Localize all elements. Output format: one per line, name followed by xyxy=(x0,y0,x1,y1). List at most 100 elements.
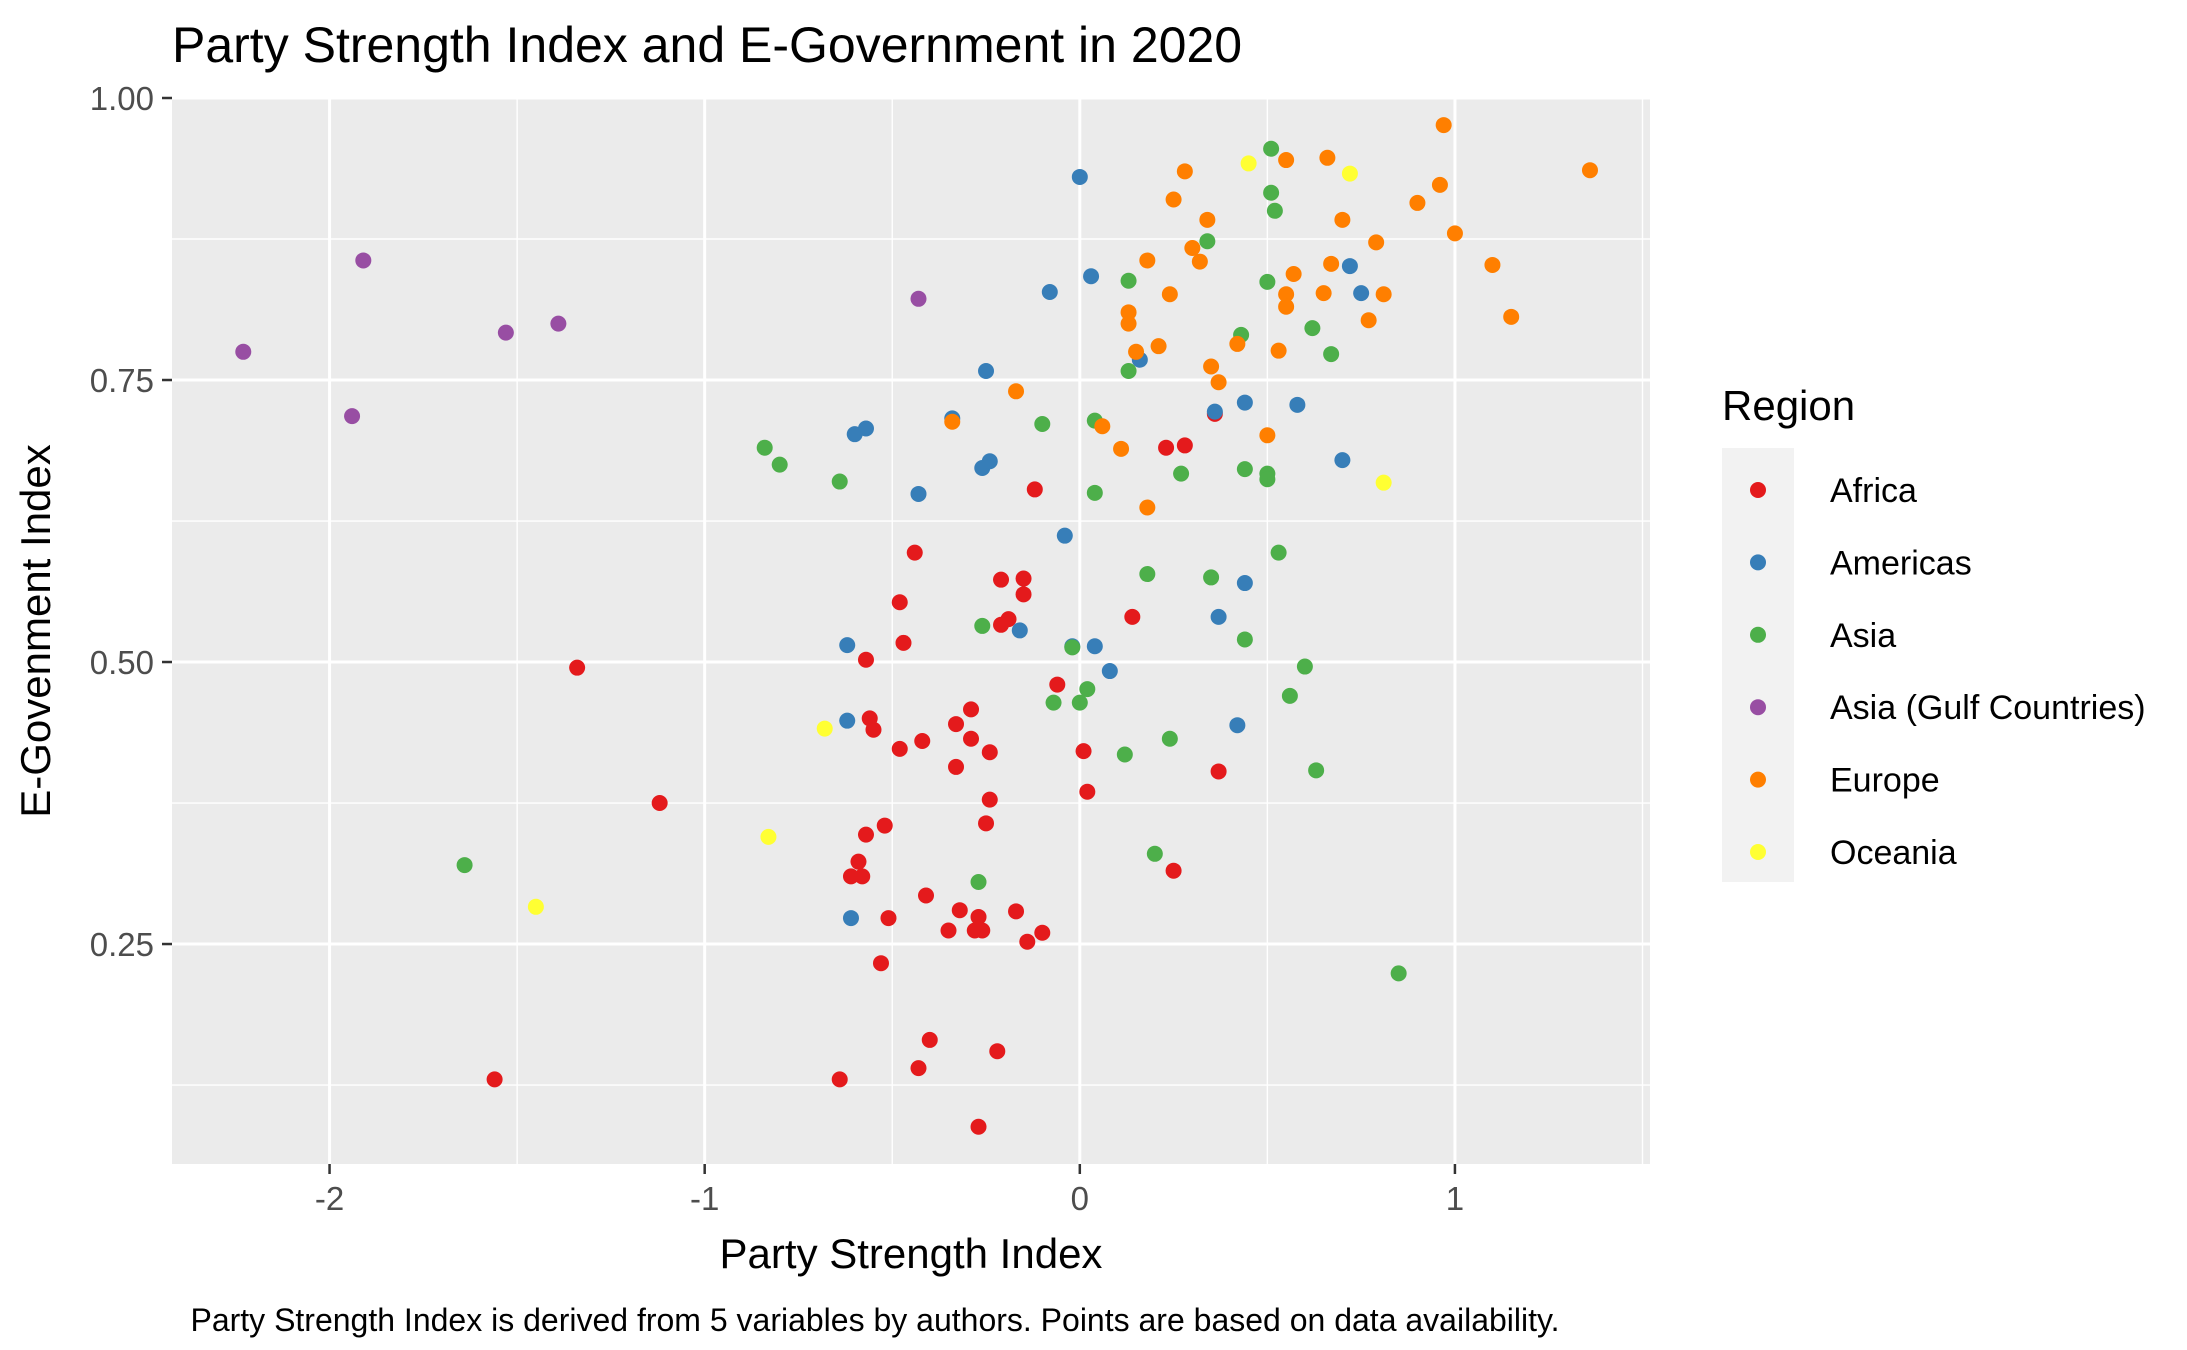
data-point-asia xyxy=(1296,658,1313,675)
data-point-asia xyxy=(1199,233,1216,250)
data-point-asia-gulf-countries xyxy=(550,315,567,332)
y-tick-label: 0.75 xyxy=(90,362,154,399)
data-point-africa xyxy=(1019,933,1036,950)
data-points xyxy=(235,117,1598,1135)
legend-key-oceania xyxy=(1750,844,1766,860)
data-point-africa xyxy=(951,902,968,919)
data-point-americas xyxy=(1101,663,1118,680)
data-point-asia xyxy=(1173,465,1190,482)
data-point-africa xyxy=(1008,903,1025,920)
data-point-africa xyxy=(1026,481,1043,498)
data-point-europe xyxy=(1165,191,1182,208)
data-point-europe xyxy=(1199,211,1216,228)
data-point-africa xyxy=(486,1071,503,1088)
data-point-africa xyxy=(1079,783,1096,800)
data-point-europe xyxy=(1113,440,1130,457)
y-tick-label: 1.00 xyxy=(90,80,154,117)
data-point-europe xyxy=(1435,117,1452,134)
data-point-oceania xyxy=(816,720,833,737)
data-point-africa xyxy=(921,1031,938,1048)
data-point-africa xyxy=(1034,924,1051,941)
data-point-africa xyxy=(918,887,935,904)
legend-key-americas xyxy=(1750,554,1766,571)
data-point-africa xyxy=(569,659,586,676)
data-point-asia xyxy=(1263,140,1280,157)
data-point-americas xyxy=(1236,575,1253,592)
data-point-americas xyxy=(1041,284,1058,301)
data-point-americas xyxy=(1056,527,1073,544)
data-point-americas xyxy=(1353,285,1370,302)
data-point-europe xyxy=(1375,286,1392,303)
data-point-americas xyxy=(1071,168,1088,185)
data-point-asia xyxy=(1266,202,1283,219)
data-point-europe xyxy=(944,413,961,430)
data-point-asia xyxy=(1071,694,1088,711)
data-point-americas xyxy=(1206,403,1223,420)
data-point-asia-gulf-countries xyxy=(355,252,372,269)
data-point-americas xyxy=(978,362,995,379)
x-tick-label: 1 xyxy=(1446,1180,1464,1217)
data-point-africa xyxy=(1015,586,1032,603)
data-point-africa xyxy=(910,1060,927,1077)
data-point-africa xyxy=(940,922,957,939)
data-point-americas xyxy=(842,910,859,927)
data-point-africa xyxy=(895,634,912,651)
data-point-africa xyxy=(865,721,882,738)
data-point-europe xyxy=(1270,342,1287,359)
legend-label-asia-gulf-countries: Asia (Gulf Countries) xyxy=(1830,689,2146,727)
legend: Region Africa Americas Asia Asia (Gulf Coun… xyxy=(1722,382,2146,882)
data-point-africa xyxy=(872,955,889,972)
axes: -2 -1 0 1 0.25 0.50 0.75 1.00 xyxy=(90,80,1464,1217)
data-point-asia xyxy=(1263,184,1280,201)
data-point-europe xyxy=(1184,240,1201,257)
data-point-europe xyxy=(1285,265,1302,282)
legend-label-asia: Asia xyxy=(1830,617,1896,655)
data-point-americas xyxy=(1011,622,1028,639)
data-point-americas xyxy=(981,453,998,470)
x-axis-title: Party Strength Index xyxy=(720,1230,1103,1277)
data-point-europe xyxy=(1319,149,1336,166)
data-point-asia xyxy=(1259,471,1276,488)
data-point-americas xyxy=(910,485,927,502)
data-point-africa xyxy=(974,922,991,939)
data-point-asia xyxy=(1086,484,1103,501)
data-point-africa xyxy=(963,701,980,718)
data-point-asia xyxy=(1045,694,1062,711)
data-point-europe xyxy=(1161,286,1178,303)
legend-key-europe xyxy=(1750,771,1766,788)
data-point-africa xyxy=(876,817,893,834)
data-point-asia-gulf-countries xyxy=(497,324,514,341)
data-point-americas xyxy=(1334,452,1351,469)
data-point-americas xyxy=(1210,608,1227,625)
data-point-africa xyxy=(891,594,908,611)
data-point-africa xyxy=(963,730,980,747)
data-point-europe xyxy=(1278,286,1295,303)
data-point-africa xyxy=(978,815,995,832)
data-point-americas xyxy=(1289,396,1306,413)
data-point-africa xyxy=(970,908,987,925)
data-point-asia xyxy=(1079,681,1096,698)
data-point-africa xyxy=(1176,437,1193,454)
data-point-asia xyxy=(831,473,848,490)
data-point-europe xyxy=(1368,234,1385,251)
data-point-europe xyxy=(1210,374,1227,391)
data-point-europe xyxy=(1150,338,1167,355)
data-point-asia xyxy=(1120,362,1137,379)
data-point-europe xyxy=(1094,418,1111,435)
data-point-asia-gulf-countries xyxy=(344,408,361,425)
data-point-asia xyxy=(1146,845,1163,862)
data-point-asia xyxy=(970,873,987,890)
data-point-asia xyxy=(1281,687,1298,704)
legend-label-europe: Europe xyxy=(1830,762,1940,800)
data-point-americas xyxy=(1083,268,1100,285)
data-point-asia xyxy=(1116,746,1133,763)
data-point-europe xyxy=(1176,163,1193,180)
data-point-africa xyxy=(850,853,867,870)
data-point-asia xyxy=(1304,320,1321,337)
data-point-americas xyxy=(857,420,874,437)
data-point-africa xyxy=(1158,439,1175,456)
data-point-europe xyxy=(1581,162,1598,179)
data-point-africa xyxy=(857,826,874,843)
data-point-asia xyxy=(1323,346,1340,363)
data-point-europe xyxy=(1139,252,1156,269)
